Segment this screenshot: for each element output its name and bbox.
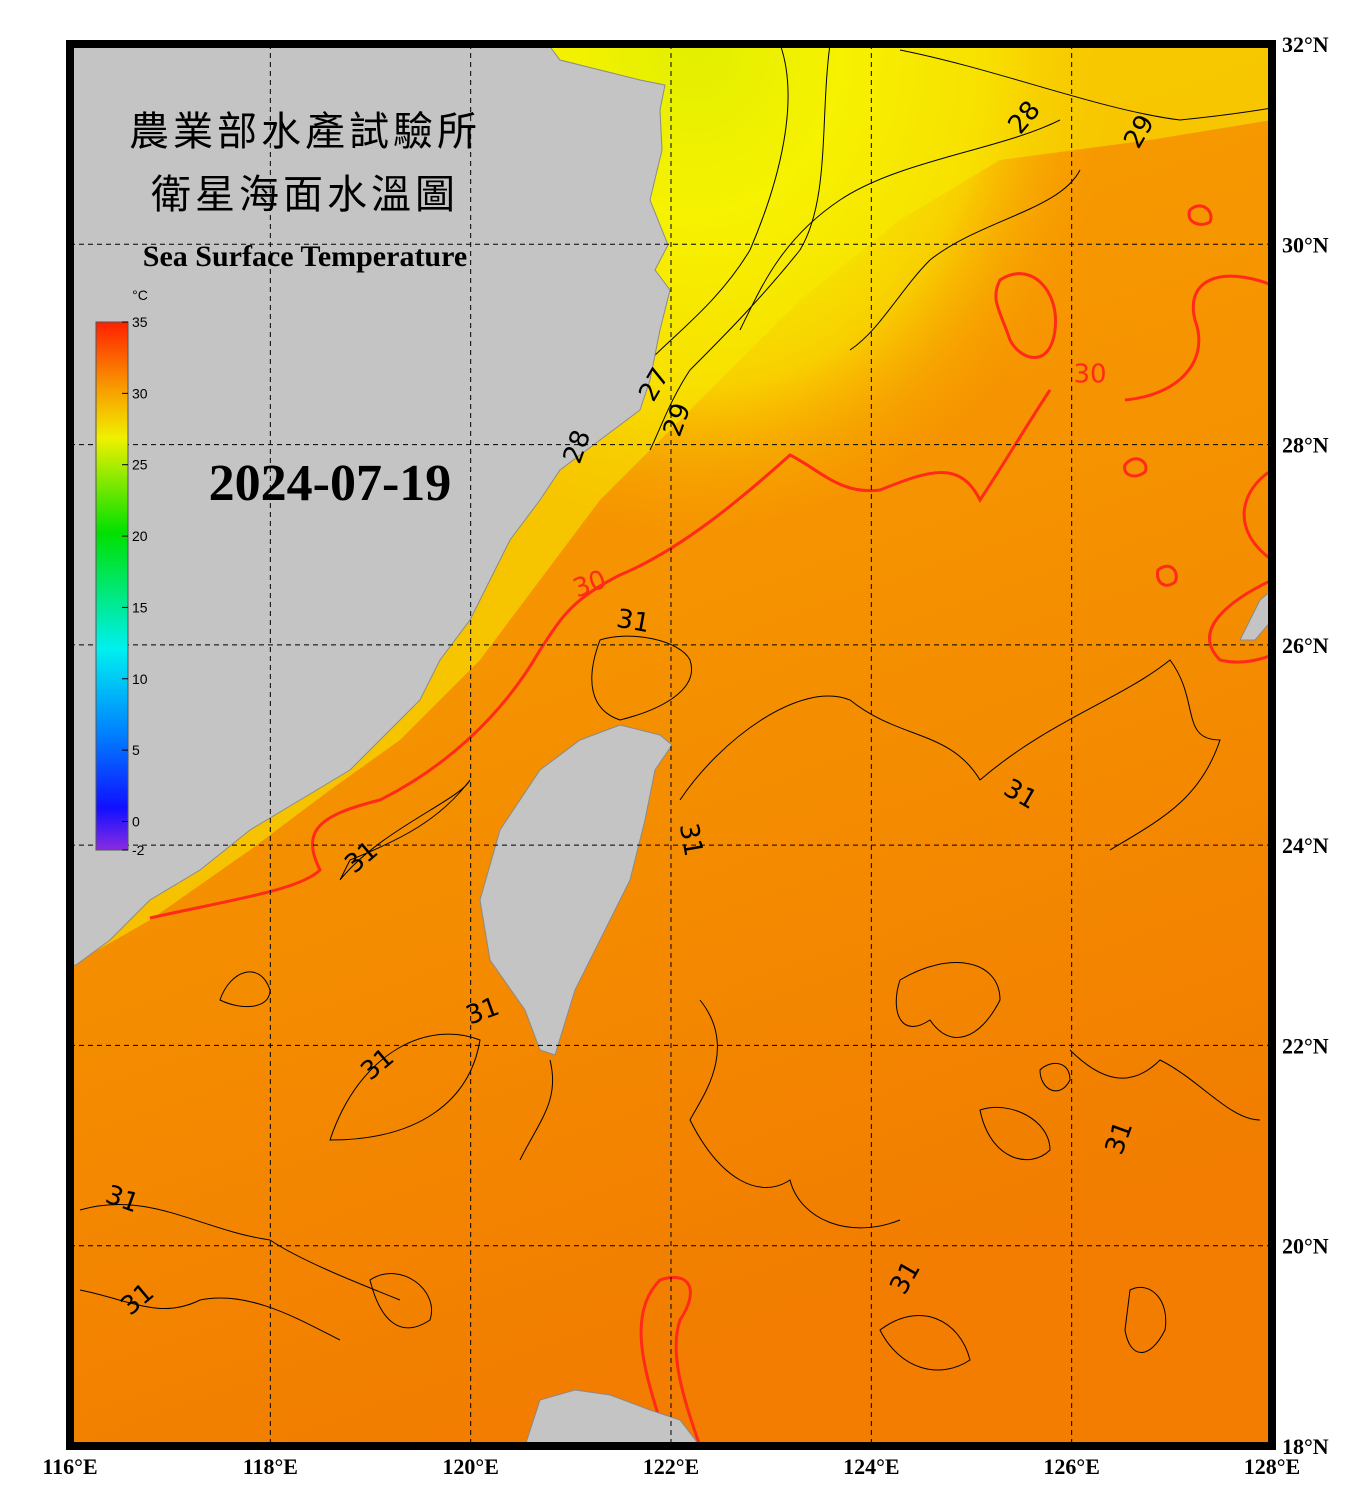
axes: 116°E 118°E 120°E 122°E 124°E 126°E 128°E18°N 2… <box>42 32 1328 1479</box>
title2: 衛星海面水溫圖 <box>151 172 459 217</box>
colorbar-tick-label: 20 <box>132 528 148 544</box>
colorbar-tick-label: 5 <box>132 742 140 758</box>
x-tick-label: 126°E <box>1043 1454 1099 1479</box>
colorbar-tick-label: -2 <box>132 842 145 858</box>
contours <box>79 44 1272 1371</box>
y-tick-label: 30°N <box>1282 232 1329 257</box>
y-tick-label: 22°N <box>1282 1033 1329 1058</box>
colorbar-tick-label: 25 <box>132 457 148 473</box>
colorbar-tick-label: 0 <box>132 813 140 829</box>
colorbar-unit: °C <box>132 287 148 303</box>
subtitle: Sea Surface Temperature <box>143 240 467 273</box>
colorbar-tick-label: 10 <box>132 671 148 687</box>
china <box>70 44 671 966</box>
y-tick-label: 18°N <box>1282 1434 1329 1459</box>
x-tick-label: 120°E <box>442 1454 498 1479</box>
okinawa <box>1239 589 1272 641</box>
land <box>70 44 1272 1446</box>
grid <box>70 44 1272 1446</box>
contour-label: 31 <box>614 604 652 639</box>
colorbar-tick-label: 15 <box>132 599 148 615</box>
y-tick-label: 24°N <box>1282 833 1329 858</box>
colorbar-tick-label: 35 <box>132 314 148 330</box>
y-tick-label: 26°N <box>1282 633 1329 658</box>
colorbar <box>95 321 129 851</box>
y-tick-label: 20°N <box>1282 1234 1329 1259</box>
title: 農業部水產試驗所 <box>129 109 481 154</box>
x-tick-label: 124°E <box>843 1454 899 1479</box>
x-tick-label: 122°E <box>643 1454 699 1479</box>
colorbar-tick-label: 30 <box>132 385 148 401</box>
x-tick-label: 116°E <box>42 1454 97 1479</box>
contour-label: 30 <box>1073 360 1106 390</box>
y-tick-label: 32°N <box>1282 32 1329 57</box>
date: 2024-07-19 <box>209 455 452 512</box>
taiwan <box>479 724 673 1056</box>
luzon <box>524 1389 701 1446</box>
frame <box>66 40 1276 1450</box>
x-tick-label: 118°E <box>243 1454 298 1479</box>
contour-label: 31 <box>673 821 708 859</box>
y-tick-label: 28°N <box>1282 433 1329 458</box>
x-tick-label: 128°E <box>1244 1454 1300 1479</box>
contour-30 <box>149 204 1272 1446</box>
